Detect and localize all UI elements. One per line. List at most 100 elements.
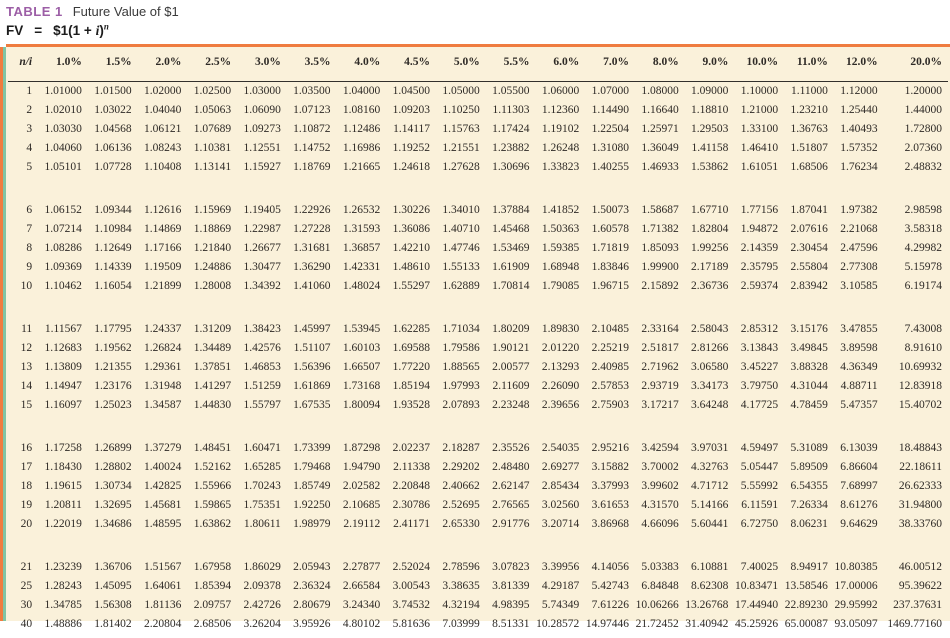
fv-value: 1.45681	[143, 499, 182, 511]
fv-value: 1.19252	[392, 142, 431, 154]
fv-value: 2.02582	[342, 480, 381, 492]
fv-value: 1.26677	[243, 242, 281, 254]
fv-value: 3.06580	[691, 361, 729, 373]
fv-value: 1.16097	[44, 399, 82, 411]
fv-value: 237.37631	[893, 599, 942, 611]
fv-value: 3.45227	[740, 361, 779, 373]
fv-value: 1.60578	[591, 223, 629, 235]
fv-value: 1.08000	[641, 85, 679, 97]
fv-value: 3.17217	[641, 399, 679, 411]
fv-value: 1.94872	[740, 223, 779, 235]
fv-value: 1.79586	[442, 342, 480, 354]
fv-value: 1.12360	[541, 104, 580, 116]
fv-value: 1.48610	[392, 261, 431, 273]
fv-value: 2.81266	[691, 342, 729, 354]
table-row: 13 1.13809 1.21355 1.29361 1.37851 1.46853 1.5…	[8, 358, 948, 377]
period-label: 7	[26, 223, 33, 235]
fv-value: 1.14947	[44, 380, 82, 392]
fv-value: 3.79750	[740, 380, 779, 392]
fv-value: 1.34392	[243, 280, 281, 292]
rate-column-header: 11.0%	[784, 47, 834, 82]
fv-value: 1.46853	[243, 361, 281, 373]
period-label: 40	[20, 618, 33, 630]
fv-value: 2.76565	[492, 499, 530, 511]
fv-value: 2.40662	[442, 480, 480, 492]
fv-value: 1.80209	[492, 323, 530, 335]
fv-value: 1.71819	[591, 242, 629, 254]
fv-value: 2.11338	[393, 461, 431, 473]
fv-value: 2.66584	[342, 580, 381, 592]
fv-value: 5.15978	[904, 261, 942, 273]
fv-value: 1.75351	[243, 499, 281, 511]
fv-value: 2.54035	[541, 442, 580, 454]
fv-value: 2.18287	[442, 442, 480, 454]
fv-value: 1.82804	[691, 223, 729, 235]
fv-value: 4.31044	[790, 380, 828, 392]
fv-value: 1.98979	[293, 518, 331, 530]
fv-value: 1.41297	[193, 380, 232, 392]
fv-value: 4.29187	[541, 580, 580, 592]
fv-value: 1.17258	[44, 442, 82, 454]
fv-value: 1.31209	[193, 323, 232, 335]
rate-column-header: 9.0%	[684, 47, 735, 82]
fv-value: 1.18430	[44, 461, 82, 473]
fv-value: 1.31593	[342, 223, 381, 235]
table-area: n/i 1.0% 1.5% 2.0% 2.5% 3.0% 3.5% 4.0% 4.5% 5.0% 5…	[0, 47, 950, 630]
fv-value: 4.66096	[641, 518, 679, 530]
fv-value: 1.14490	[591, 104, 629, 116]
fv-value: 1.71034	[442, 323, 480, 335]
fv-value: 1.36763	[790, 123, 828, 135]
fv-value: 1.41852	[541, 204, 580, 216]
fv-value: 1.02500	[193, 85, 232, 97]
fv-value: 1.83846	[591, 261, 629, 273]
table-row: 4 1.04060 1.06136 1.08243 1.10381 1.12551 1.14…	[8, 139, 948, 158]
fv-value: 1.50363	[541, 223, 580, 235]
fv-value: 1.94790	[342, 461, 381, 473]
fv-value: 1.53945	[342, 323, 381, 335]
fv-value: 2.51817	[641, 342, 679, 354]
fv-value: 3.88328	[790, 361, 828, 373]
fv-value: 1.17424	[492, 123, 530, 135]
table-row: 16 1.17258 1.26899 1.37279 1.48451 1.60471 1.7…	[8, 415, 948, 458]
fv-value: 1.34686	[94, 518, 132, 530]
fv-value: 1.51107	[293, 342, 331, 354]
fv-value: 2.48832	[904, 161, 942, 173]
fv-value: 1.28802	[94, 461, 132, 473]
fv-value: 1.11303	[492, 104, 530, 116]
fv-value: 1.81402	[94, 618, 132, 630]
fv-value: 1.03000	[243, 85, 281, 97]
fv-value: 2.15892	[641, 280, 679, 292]
fv-value: 1.66507	[342, 361, 381, 373]
fv-value: 1.61051	[740, 161, 779, 173]
rate-column-header: 3.5%	[286, 47, 337, 82]
fv-value: 3.89598	[840, 342, 878, 354]
fv-value: 1.81136	[144, 599, 182, 611]
fv-value: 1.24337	[143, 323, 182, 335]
fv-value: 1.58687	[641, 204, 679, 216]
fv-value: 7.68997	[840, 480, 878, 492]
fv-value: 1.52162	[193, 461, 232, 473]
fv-value: 1.87298	[342, 442, 381, 454]
formula-base-suffix: )	[99, 23, 104, 38]
fv-value: 1.15969	[193, 204, 232, 216]
fv-value: 3.97031	[691, 442, 729, 454]
fv-value: 1.15927	[243, 161, 281, 173]
fv-value: 10.80385	[834, 561, 878, 573]
period-label: 14	[20, 380, 33, 392]
fv-value: 1.21355	[94, 361, 132, 373]
fv-value: 1.07728	[94, 161, 132, 173]
fv-value: 1.79085	[541, 280, 580, 292]
period-label: 5	[26, 161, 33, 173]
fv-value: 3.10585	[840, 280, 878, 292]
fv-value: 1.90121	[492, 342, 530, 354]
fv-value: 2.35795	[740, 261, 779, 273]
fv-value: 1.30734	[94, 480, 132, 492]
fv-value: 38.33760	[898, 518, 942, 530]
fv-value: 1.21551	[442, 142, 480, 154]
fv-value: 1.07689	[193, 123, 232, 135]
row-group: 11 1.11567 1.17795 1.24337 1.31209 1.38423 1.4…	[8, 296, 948, 415]
fv-value: 4.31570	[641, 499, 679, 511]
fv-value: 1.14117	[393, 123, 431, 135]
fv-value: 2.09378	[243, 580, 281, 592]
fv-value: 1.05063	[193, 104, 232, 116]
